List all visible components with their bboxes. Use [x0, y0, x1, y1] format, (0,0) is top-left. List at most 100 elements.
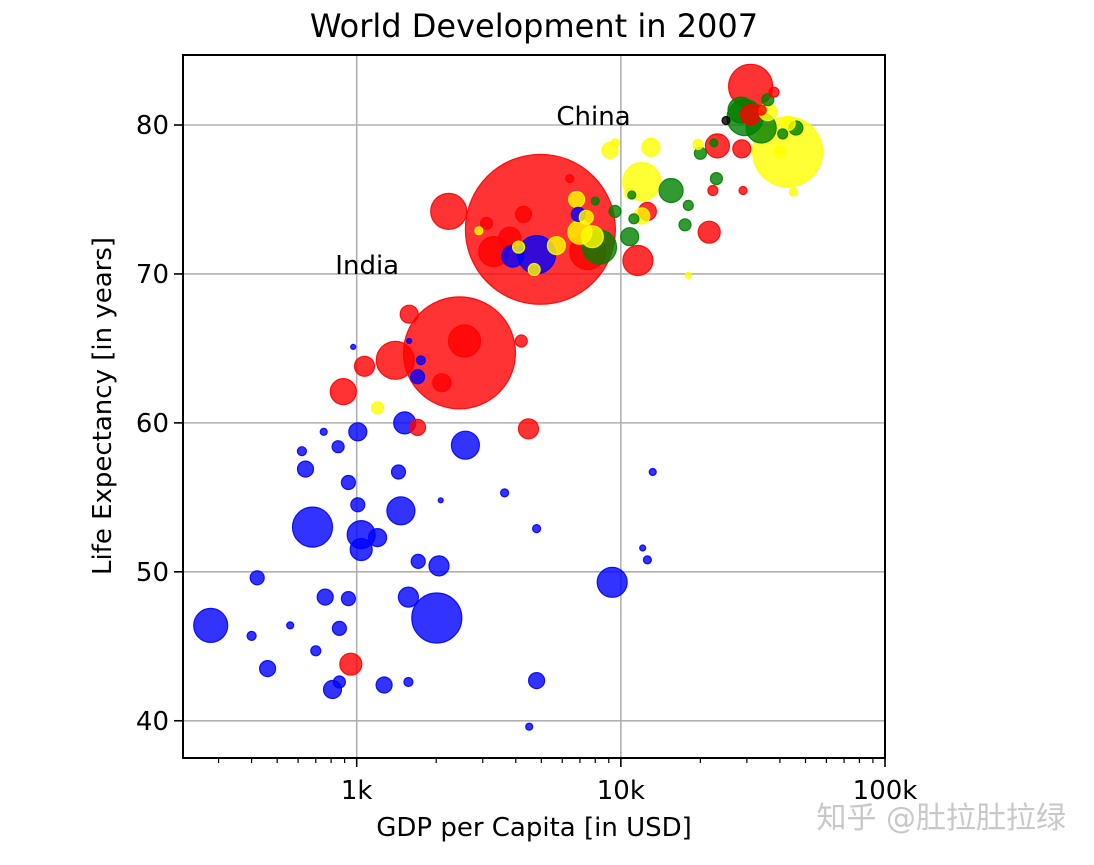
data-point [590, 196, 600, 206]
data-point [411, 592, 463, 644]
data-point [259, 659, 277, 678]
y-tick-label: 70 [136, 260, 169, 290]
data-point [707, 184, 719, 197]
data-point [628, 213, 640, 225]
data-point [620, 227, 640, 247]
data-point [773, 145, 787, 159]
data-point [350, 497, 366, 513]
data-point [768, 86, 780, 98]
data-point [296, 460, 315, 478]
data-point [375, 340, 415, 380]
x-axis-ticks: 1k 10k 100k [217, 758, 918, 806]
annotations: China India [335, 102, 630, 281]
data-point [329, 378, 357, 406]
data-point [291, 506, 334, 548]
data-point [622, 244, 654, 277]
data-point [331, 440, 345, 454]
data-point [350, 343, 357, 350]
data-points [193, 63, 824, 731]
data-point [399, 304, 419, 324]
data-point [348, 422, 368, 442]
data-point [447, 324, 482, 358]
data-point [403, 676, 414, 688]
data-point [193, 607, 229, 644]
data-point [578, 209, 594, 225]
data-point [511, 240, 526, 254]
y-tick-label: 40 [136, 707, 169, 737]
data-point [432, 373, 452, 393]
data-point [527, 671, 546, 690]
data-point [286, 621, 295, 630]
watermark: 知乎 @肚拉肚拉绿 [816, 801, 1066, 836]
x-axis-label: GDP per Capita [in USD] [376, 813, 692, 843]
data-point [428, 555, 450, 577]
data-point [642, 555, 653, 565]
data-point [249, 570, 265, 586]
plot-frame [182, 54, 886, 759]
y-axis-ticks: 40 50 60 70 80 [136, 111, 183, 737]
x-tick-label: 1k [341, 776, 373, 806]
data-point [371, 401, 385, 415]
data-point [641, 137, 661, 157]
data-point [310, 645, 322, 657]
data-point [709, 172, 724, 186]
data-point [627, 190, 637, 200]
data-point [580, 225, 604, 249]
data-point [339, 652, 363, 676]
x-tick-label: 10k [597, 776, 645, 806]
data-point [430, 192, 468, 230]
data-point [479, 216, 494, 230]
data-point [296, 446, 307, 457]
data-point [319, 427, 328, 436]
data-point [474, 226, 484, 236]
y-tick-label: 80 [136, 111, 169, 141]
data-point [610, 138, 620, 148]
data-point [567, 190, 586, 209]
data-point [755, 104, 767, 116]
data-point [246, 630, 257, 642]
data-point [639, 544, 647, 552]
data-point [738, 185, 748, 196]
data-point [332, 675, 346, 689]
data-point [658, 177, 684, 204]
data-point [721, 115, 731, 126]
data-point [514, 334, 528, 348]
data-point [777, 128, 789, 140]
annotation-china: China [556, 102, 630, 132]
data-point [390, 464, 407, 480]
data-point [527, 262, 541, 277]
data-point [340, 590, 356, 607]
data-point [678, 218, 692, 232]
data-point [409, 418, 427, 436]
data-point [682, 199, 694, 211]
data-point [692, 138, 704, 150]
y-tick-label: 60 [136, 409, 169, 439]
data-point [340, 474, 356, 491]
data-point [437, 497, 444, 504]
data-point [415, 355, 426, 366]
data-point [349, 537, 373, 562]
data-point [648, 467, 657, 477]
data-point [704, 133, 731, 159]
data-point [353, 355, 376, 377]
data-point [368, 527, 388, 548]
data-point [697, 220, 721, 244]
data-point [331, 620, 347, 637]
data-point [788, 187, 799, 197]
data-point [386, 496, 416, 526]
data-point [780, 115, 796, 132]
data-point [375, 676, 393, 694]
x-tick-label: 100k [853, 776, 918, 806]
data-point [397, 586, 419, 608]
data-point [410, 369, 426, 385]
data-point [596, 566, 628, 598]
data-point [732, 139, 752, 159]
data-point [684, 271, 692, 279]
data-point [546, 236, 567, 256]
data-point [500, 488, 510, 498]
y-tick-label: 50 [136, 558, 169, 588]
data-point [525, 722, 534, 731]
data-point [450, 430, 480, 460]
data-point [608, 204, 622, 218]
